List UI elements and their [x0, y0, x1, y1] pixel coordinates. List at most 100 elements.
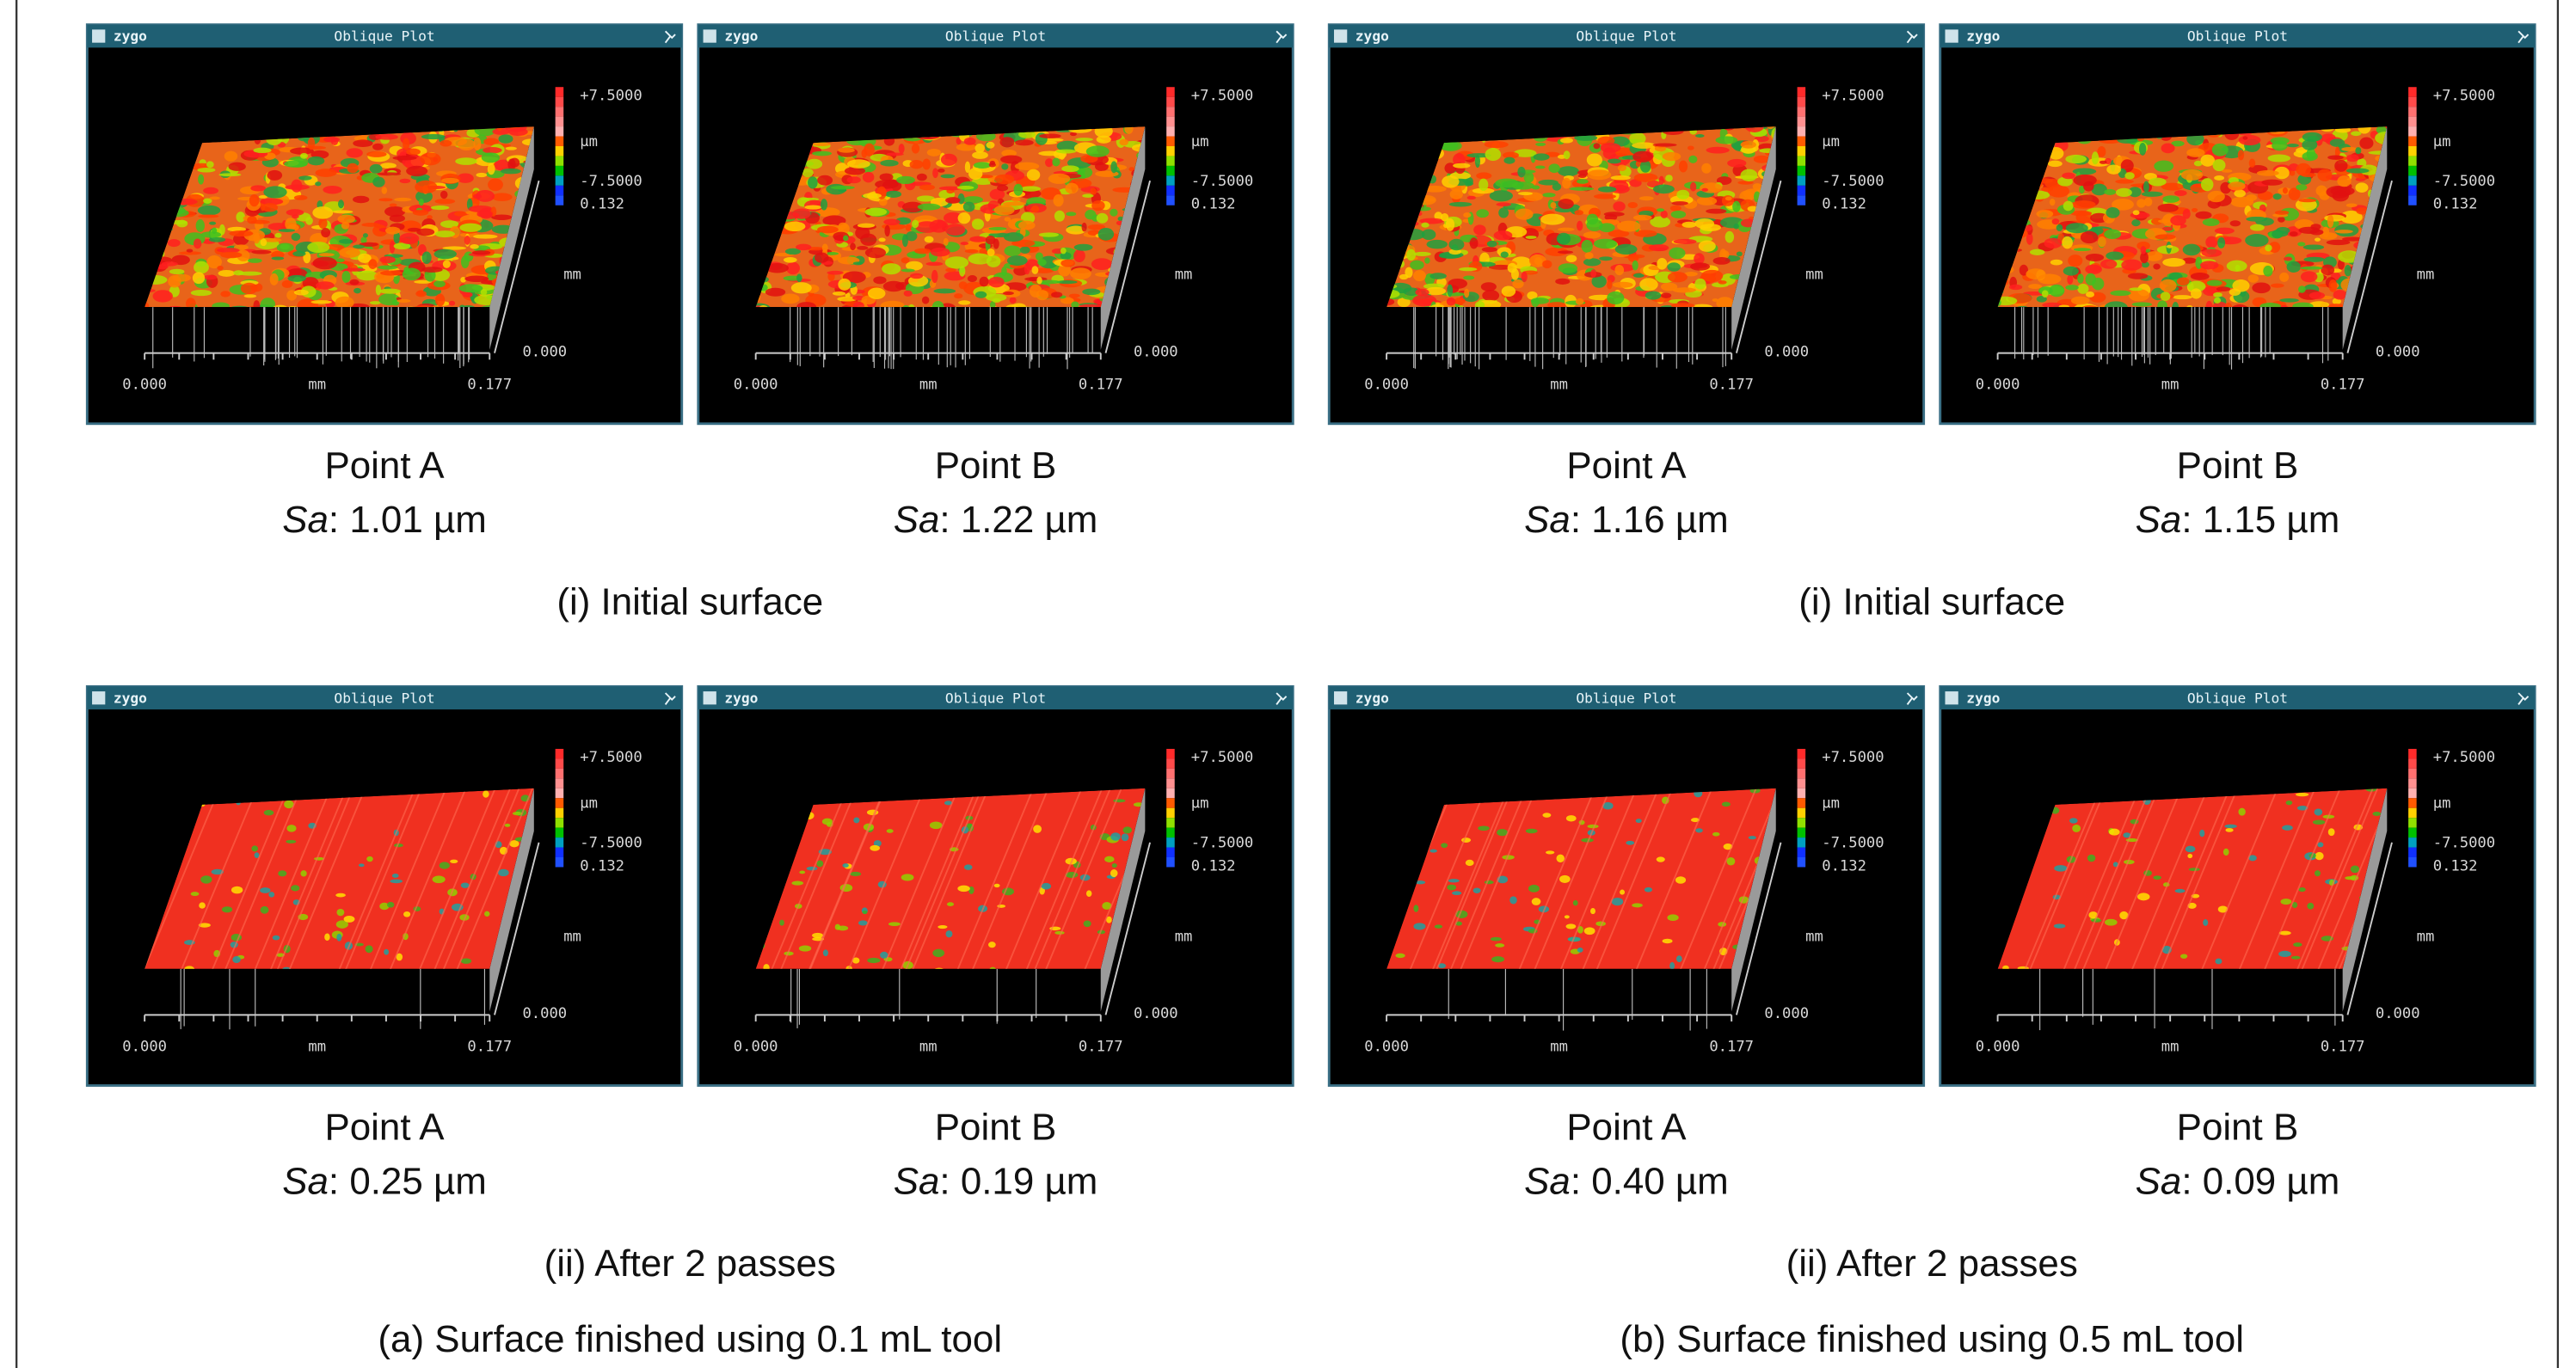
texture: [2315, 237, 2321, 241]
texture: [286, 840, 296, 843]
texture: [2100, 161, 2107, 164]
texture: [1090, 188, 1097, 195]
texture: [822, 819, 833, 825]
color-scale: [2408, 758, 2417, 768]
texture: [1004, 232, 1024, 242]
texture: [268, 892, 274, 897]
texture: [2337, 175, 2351, 187]
texture: [1542, 261, 1552, 269]
texture: [273, 936, 280, 941]
texture: [2346, 168, 2370, 173]
texture: [817, 226, 839, 234]
texture: [1559, 263, 1577, 273]
texture: [1531, 298, 1549, 304]
texture: [1037, 259, 1047, 266]
texture: [1007, 255, 1028, 266]
texture: [886, 191, 902, 198]
texture: [969, 236, 987, 242]
close-box: [92, 691, 105, 704]
texture: [262, 203, 278, 212]
texture: [2187, 854, 2192, 858]
texture: [997, 185, 1008, 191]
texture: [505, 824, 511, 827]
texture: [473, 235, 498, 239]
texture: [435, 199, 456, 204]
scale-label: µm: [1191, 795, 1209, 813]
color-scale: [1166, 749, 1175, 758]
texture: [318, 218, 327, 229]
texture: [168, 275, 181, 288]
color-scale: [1166, 126, 1175, 136]
texture: [2351, 866, 2359, 874]
sa-label: Sa: 0.25 µm: [282, 1161, 487, 1203]
texture: [380, 271, 403, 276]
texture: [2042, 290, 2049, 298]
color-scale: [556, 97, 564, 107]
texture: [191, 892, 200, 896]
texture: [1481, 282, 1497, 291]
texture: [964, 138, 976, 145]
texture: [286, 825, 296, 832]
color-scale: [2408, 857, 2417, 867]
texture: [366, 151, 386, 157]
texture: [945, 256, 968, 268]
color-scale: [1166, 166, 1175, 175]
sa-symbol: Sa: [282, 1161, 329, 1203]
texture: [927, 149, 941, 156]
scale-label: µm: [1191, 133, 1209, 150]
texture: [2162, 258, 2186, 267]
window-title: Oblique Plot: [945, 28, 1046, 45]
texture: [1528, 885, 1540, 893]
color-scale: [556, 857, 564, 867]
texture: [2028, 284, 2042, 289]
texture: [1574, 210, 1583, 215]
texture: [857, 246, 868, 250]
texture: [2310, 230, 2324, 236]
texture: [1566, 255, 1577, 262]
texture: [1587, 153, 1602, 166]
texture: [2062, 173, 2075, 180]
texture: [343, 268, 366, 272]
texture: [1674, 239, 1697, 244]
texture: [509, 158, 520, 168]
color-scale: [2408, 749, 2417, 758]
scale-label: 0.132: [1191, 857, 1236, 874]
texture: [961, 242, 968, 245]
texture: [1670, 206, 1681, 212]
texture: [882, 263, 901, 274]
texture: [2245, 234, 2268, 247]
sa-symbol: Sa: [2136, 499, 2182, 541]
close-box: [704, 691, 716, 704]
texture: [298, 175, 311, 180]
color-scale: [1166, 848, 1175, 857]
texture: [366, 856, 373, 862]
texture: [2186, 148, 2204, 157]
texture: [842, 863, 848, 868]
color-scale: [556, 126, 564, 136]
texture: [194, 239, 201, 249]
texture: [1004, 246, 1021, 257]
texture: [2248, 274, 2259, 283]
texture: [980, 277, 989, 287]
color-scale: [1166, 186, 1175, 195]
texture: [217, 266, 223, 270]
texture: [1639, 196, 1654, 200]
texture: [887, 829, 894, 833]
texture: [1653, 143, 1677, 146]
texture: [1532, 898, 1541, 905]
texture: [2115, 180, 2134, 184]
texture: [812, 933, 823, 938]
texture: [1070, 267, 1091, 279]
texture: [938, 925, 947, 929]
texture: [1054, 211, 1065, 222]
color-scale: [1798, 798, 1806, 807]
texture: [1395, 954, 1405, 958]
texture: [2100, 260, 2117, 269]
texture: [354, 288, 361, 294]
texture: [440, 862, 450, 868]
texture: [193, 272, 205, 284]
texture: [1657, 208, 1664, 212]
texture: [2334, 160, 2347, 172]
color-scale: [556, 146, 564, 156]
texture: [435, 294, 445, 307]
